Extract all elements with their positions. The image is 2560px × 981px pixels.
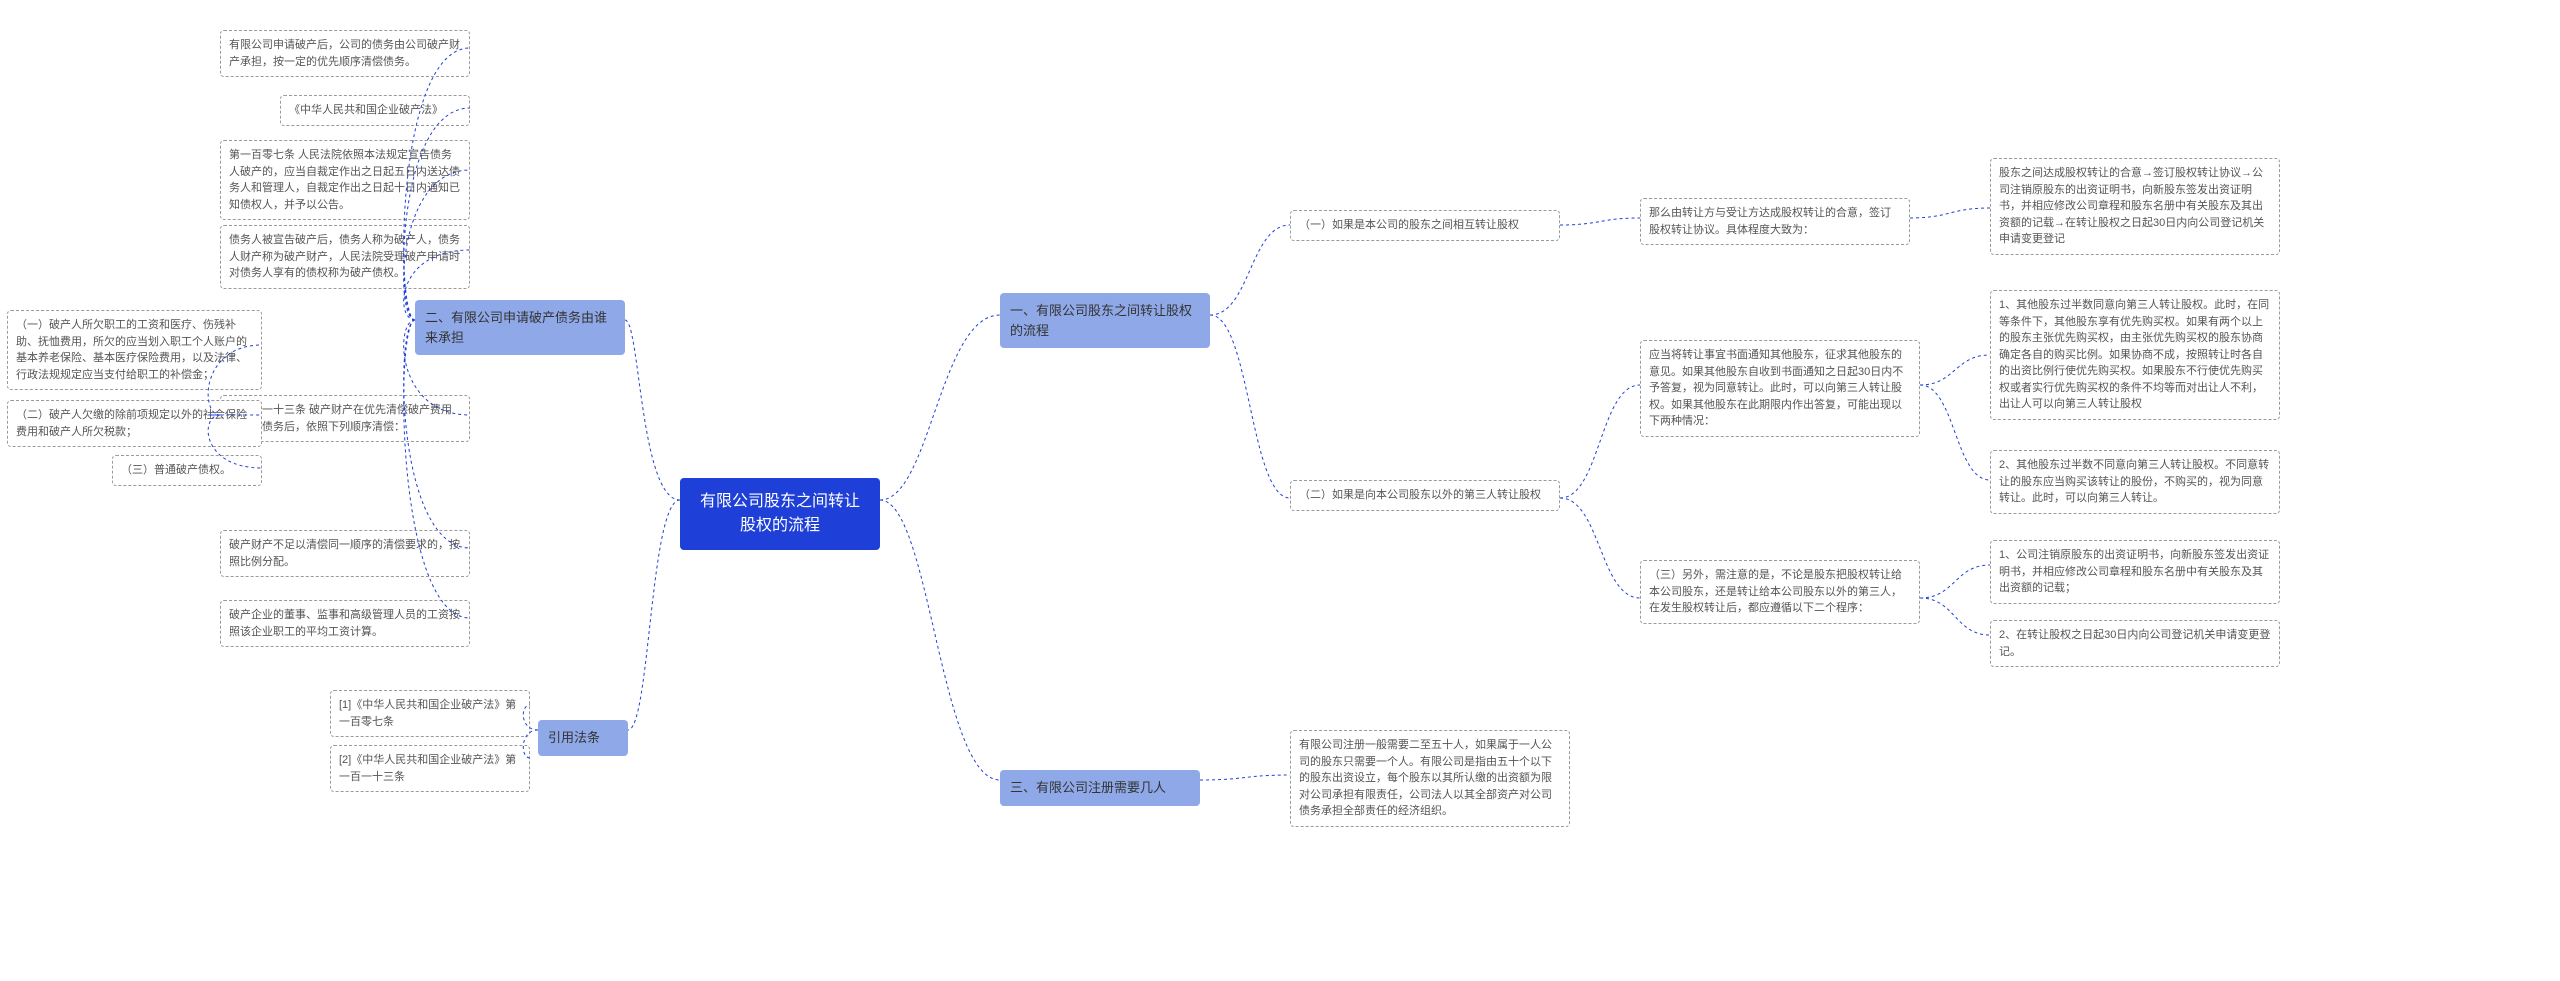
leaf-r1-c2: （二）如果是向本公司股东以外的第三人转让股权 [1290,480,1560,511]
leaf-r1-c2-d3-e5: 2、在转让股权之日起30日内向公司登记机关申请变更登记。 [1990,620,2280,667]
leaf-l2-5a: （一）破产人所欠职工的工资和医疗、伤残补助、抚恤费用，所欠的应当划入职工个人账户… [7,310,262,390]
root-node[interactable]: 有限公司股东之间转让股权的流程 [680,478,880,550]
leaf-r1-c1: （一）如果是本公司的股东之间相互转让股权 [1290,210,1560,241]
branch-r3[interactable]: 三、有限公司注册需要几人 [1000,770,1200,806]
leaf-r1-c1-d1-e1: 股东之间达成股权转让的合意→签订股权转让协议→公司注销原股东的出资证明书，向新股… [1990,158,2280,255]
branch-l2[interactable]: 二、有限公司申请破产债务由谁来承担 [415,300,625,355]
leaf-r1-c1-d1: 那么由转让方与受让方达成股权转让的合意，签订股权转让协议。具体程度大致为： [1640,198,1910,245]
leaf-r1-c2-d2: 应当将转让事宜书面通知其他股东，征求其他股东的意见。如果其他股东自收到书面通知之… [1640,340,1920,437]
leaf-l2-4: 债务人被宣告破产后，债务人称为破产人，债务人财产称为破产财产，人民法院受理破产申… [220,225,470,289]
leaf-l2-1: 有限公司申请破产后，公司的债务由公司破产财产承担，按一定的优先顺序清偿债务。 [220,30,470,77]
leaf-l2-5b: （二）破产人欠缴的除前项规定以外的社会保险费用和破产人所欠税款； [7,400,262,447]
leaf-r1-c2-d3-e4: 1、公司注销原股东的出资证明书，向新股东签发出资证明书，并相应修改公司章程和股东… [1990,540,2280,604]
leaf-r1-c2-d3: （三）另外，需注意的是，不论是股东把股权转让给本公司股东，还是转让给本公司股东以… [1640,560,1920,624]
branch-l4[interactable]: 引用法条 [538,720,628,756]
leaf-r3-c3: 有限公司注册一般需要二至五十人，如果属于一人公司的股东只需要一个人。有限公司是指… [1290,730,1570,827]
leaf-r1-c2-d2-e3: 2、其他股东过半数不同意向第三人转让股权。不同意转让的股东应当购买该转让的股份，… [1990,450,2280,514]
branch-r1[interactable]: 一、有限公司股东之间转让股权的流程 [1000,293,1210,348]
leaf-l2-2: 《中华人民共和国企业破产法》 [280,95,470,126]
leaf-r1-c2-d2-e2: 1、其他股东过半数同意向第三人转让股权。此时，在同等条件下，其他股东享有优先购买… [1990,290,2280,420]
leaf-l4-1: [1]《中华人民共和国企业破产法》第一百零七条 [330,690,530,737]
leaf-l2-6: 破产财产不足以清偿同一顺序的清偿要求的，按照比例分配。 [220,530,470,577]
leaf-l4-2: [2]《中华人民共和国企业破产法》第一百一十三条 [330,745,530,792]
leaf-l2-7: 破产企业的董事、监事和高级管理人员的工资按照该企业职工的平均工资计算。 [220,600,470,647]
leaf-l2-5c: （三）普通破产债权。 [112,455,262,486]
leaf-l2-3: 第一百零七条 人民法院依照本法规定宣告债务人破产的，应当自裁定作出之日起五日内送… [220,140,470,220]
